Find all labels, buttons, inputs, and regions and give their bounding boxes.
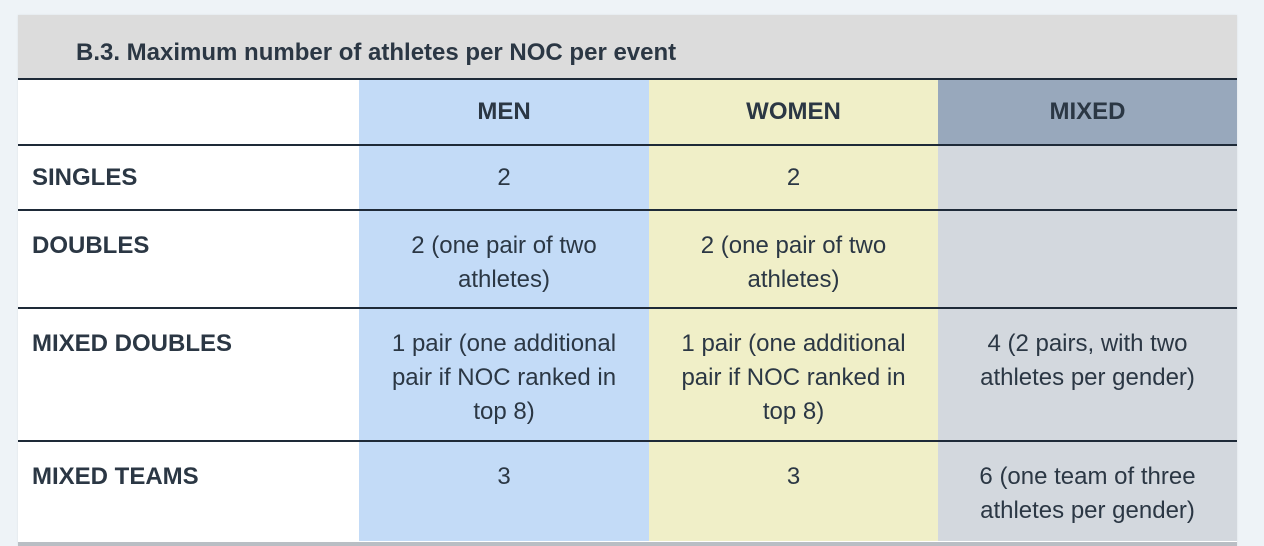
table-row: MIXED DOUBLES 1 pair (one additional pai…: [18, 308, 1237, 442]
table-row: SINGLES 2 2: [18, 145, 1237, 211]
table-panel: B.3. Maximum number of athletes per NOC …: [18, 15, 1237, 546]
cell-singles-men: 2: [359, 145, 649, 211]
cell-text: 1 pair (one additional pair if NOC ranke…: [681, 330, 906, 425]
cell-mixed-teams-men: 3: [359, 441, 649, 541]
header-men: MEN: [359, 80, 649, 146]
cell-singles-mixed: [938, 145, 1237, 211]
cell-mixed-teams-women: 3: [649, 441, 938, 541]
cell-doubles-mixed: [938, 210, 1237, 309]
row-label-singles: SINGLES: [18, 145, 359, 211]
row-label-doubles: DOUBLES: [18, 210, 359, 309]
header-women: WOMEN: [649, 80, 938, 146]
table-title: B.3. Maximum number of athletes per NOC …: [76, 39, 677, 66]
cell-mixed-doubles-men: 1 pair (one additional pair if NOC ranke…: [359, 308, 649, 442]
cell-singles-women: 2: [649, 145, 938, 211]
header-blank: [18, 80, 359, 146]
cell-doubles-men: 2 (one pair of two athletes): [359, 210, 649, 309]
row-label-mixed-doubles: MIXED DOUBLES: [18, 308, 359, 442]
cell-mixed-doubles-women: 1 pair (one additional pair if NOC ranke…: [649, 308, 938, 442]
cell-doubles-women: 2 (one pair of two athletes): [649, 210, 938, 309]
cell-text: 6 (one team of three athletes per gender…: [979, 463, 1196, 524]
cell-text: 2 (one pair of two athletes): [411, 232, 597, 293]
cell-text: 2 (one pair of two athletes): [700, 232, 887, 293]
cell-text: 4 (2 pairs, with two athletes per gender…: [980, 330, 1195, 391]
cell-mixed-teams-mixed: 6 (one team of three athletes per gender…: [938, 441, 1237, 541]
cell-mixed-doubles-mixed: 4 (2 pairs, with two athletes per gender…: [938, 308, 1237, 442]
header-mixed: MIXED: [938, 80, 1237, 146]
table-row: MIXED TEAMS 3 3 6 (one team of three ath…: [18, 441, 1237, 541]
header-row: MEN WOMEN MIXED: [18, 80, 1237, 146]
cell-text: 1 pair (one additional pair if NOC ranke…: [391, 330, 617, 425]
bottom-divider: [18, 542, 1237, 546]
title-bar: B.3. Maximum number of athletes per NOC …: [18, 15, 1237, 80]
athletes-table: MEN WOMEN MIXED SINGLES 2 2 DOUBLES 2 (o…: [18, 80, 1237, 541]
table-row: DOUBLES 2 (one pair of two athletes) 2 (…: [18, 210, 1237, 309]
row-label-mixed-teams: MIXED TEAMS: [18, 441, 359, 541]
